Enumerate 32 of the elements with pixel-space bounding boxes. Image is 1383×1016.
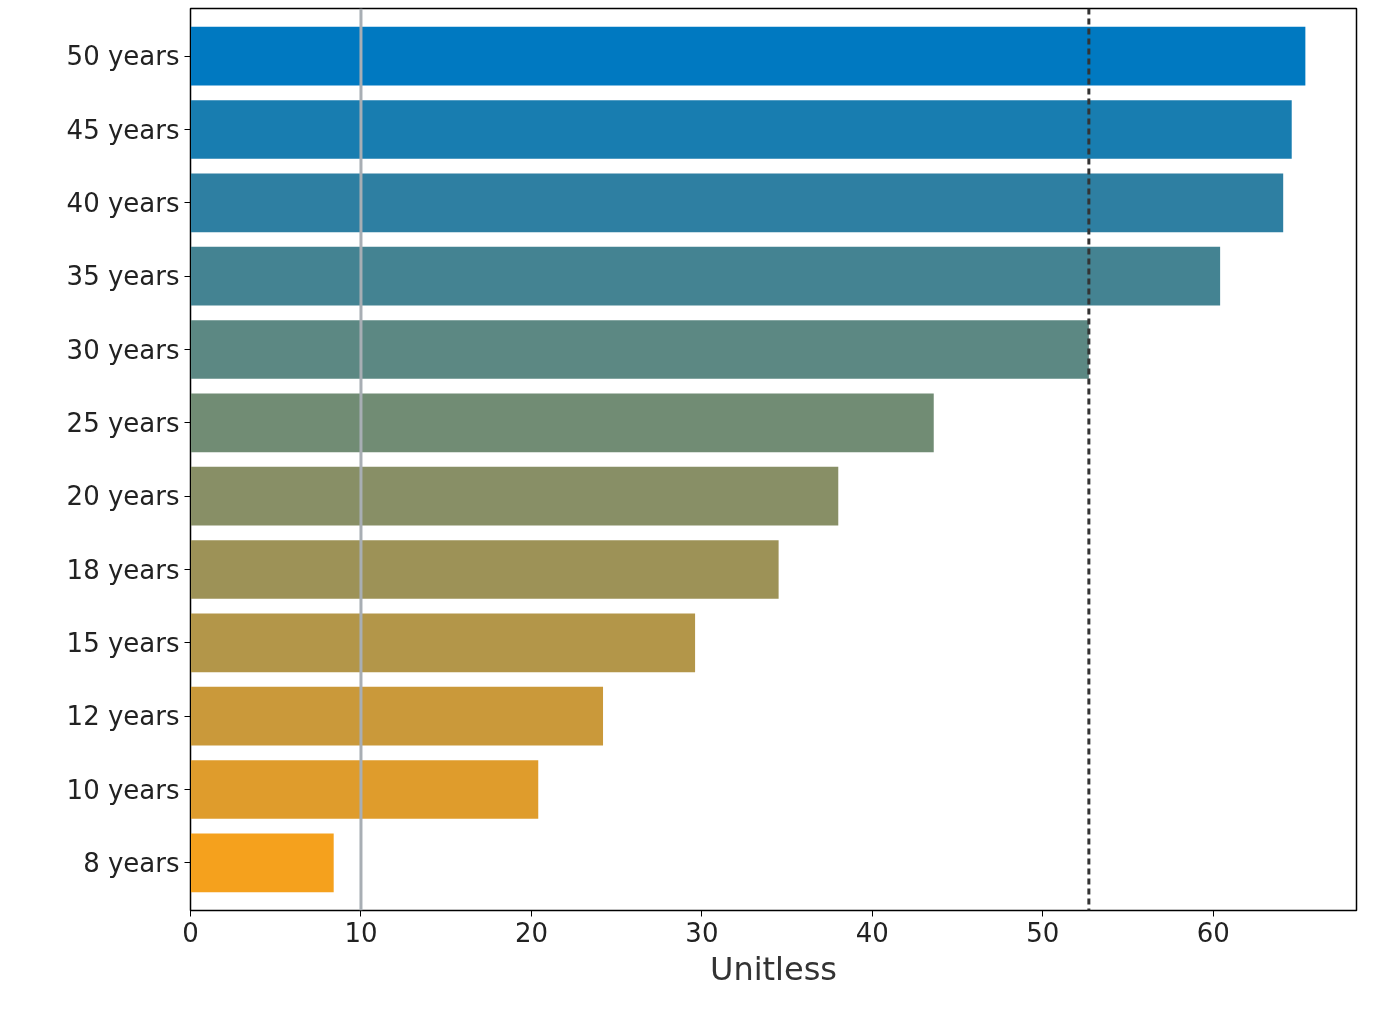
y-tick-label: 8 years <box>83 847 180 878</box>
bar <box>190 613 696 673</box>
bar <box>190 466 839 526</box>
bar <box>190 26 1306 86</box>
y-tick-label: 45 years <box>66 114 180 145</box>
x-tick-label: 20 <box>514 917 548 948</box>
x-tick-label: 30 <box>685 917 719 948</box>
x-tick-label: 10 <box>344 917 378 948</box>
y-tick-label: 10 years <box>66 774 180 805</box>
x-tick-label: 60 <box>1196 917 1230 948</box>
bar <box>190 320 1089 379</box>
y-tick-label: 20 years <box>66 481 180 512</box>
bar <box>190 540 779 599</box>
bar <box>190 393 934 453</box>
y-tick-label: 18 years <box>66 554 180 585</box>
bar <box>190 760 539 819</box>
bar <box>190 246 1221 306</box>
x-tick-label: 0 <box>182 917 199 948</box>
bar <box>190 173 1284 233</box>
bar <box>190 686 604 746</box>
x-tick-label: 50 <box>1026 917 1060 948</box>
y-tick-label: 40 years <box>66 187 180 218</box>
bar <box>190 100 1292 159</box>
x-axis-title: Unitless <box>709 949 838 988</box>
bar <box>190 833 334 893</box>
x-tick-label: 40 <box>855 917 889 948</box>
y-tick-label: 15 years <box>66 627 180 658</box>
y-tick-label: 12 years <box>66 701 180 732</box>
y-tick-label: 30 years <box>66 334 180 365</box>
y-tick-label: 50 years <box>66 41 180 72</box>
y-tick-label: 25 years <box>66 407 180 438</box>
y-tick-label: 35 years <box>66 261 180 292</box>
